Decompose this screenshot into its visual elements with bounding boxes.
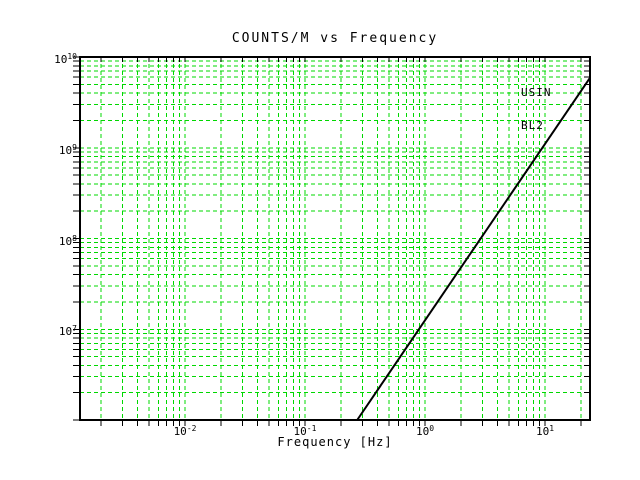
x-tick-label: 10-1: [293, 424, 317, 438]
y-tick-label: 107: [58, 324, 77, 339]
y-tick-label: 109: [58, 142, 77, 157]
x-tick-label: 100: [415, 424, 435, 438]
chart-title: COUNTS/M vs Frequency: [231, 31, 439, 46]
annotation-line-2: BL2: [521, 119, 544, 132]
x-tick-label: 101: [535, 424, 555, 438]
annotation-line-1: USIN: [521, 86, 552, 99]
data-line: [356, 77, 591, 421]
x-tick-label: 10-2: [173, 424, 197, 438]
x-axis-label: Frequency [Hz]: [277, 435, 393, 449]
series-annotation: USIN BL2: [521, 65, 552, 153]
y-tick-label: 108: [58, 233, 77, 248]
y-tick-label: 1010: [54, 52, 77, 66]
